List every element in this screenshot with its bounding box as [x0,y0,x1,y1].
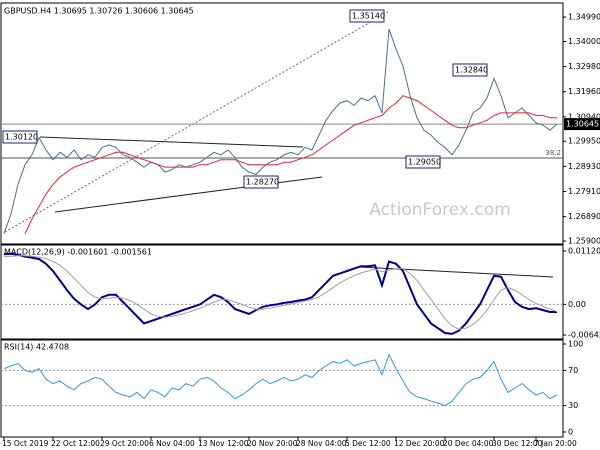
last-price-label: 1.30645 [566,120,599,129]
x-tick-label: 30 Dec 12:00 [492,439,543,448]
annotation: 1.30120 [5,133,38,142]
x-tick-label: 15 Oct 2019 [2,439,49,448]
x-tick-label: 22 Oct 12:00 [51,439,100,448]
x-tick-label: 20 Dec 04:00 [443,439,494,448]
annotation-box [349,9,385,23]
annotation-box [405,155,441,169]
series-line [24,95,557,234]
trend-dotted [4,11,389,233]
y-tick-label: 100 [568,339,583,348]
y-tick-label: 1.28930 [568,162,600,171]
panel-title: RSI(14) 42.4708 [4,343,69,352]
series-line [3,28,558,234]
y-tick-label: 0 [568,428,573,437]
x-tick-label: 12 Dec 20:00 [394,439,445,448]
annotation-box [452,63,488,77]
annotation: 1.29050 [408,158,441,167]
y-tick-label: 1.34000 [568,37,600,46]
panel-frame [0,243,564,341]
y-tick-label: 1.32980 [568,62,600,71]
triangle-upper [39,136,304,148]
y-tick-label: 1.29950 [568,137,600,146]
x-tick-label: 6 Nov 04:00 [149,439,195,448]
y-tick-label: 1.26890 [568,212,600,221]
x-tick-label: 13 Nov 12:00 [198,439,249,448]
x-tick-label: 28 Nov 04:00 [296,439,347,448]
series-line [3,353,558,407]
y-tick-label: 0.011209 [568,246,600,255]
y-tick-label: 0.00 [568,300,586,309]
y-tick-label: 30 [568,401,578,410]
fib-label: 38.2 [545,149,561,157]
y-tick-label: 1.31960 [568,87,600,96]
x-tick-label: 29 Oct 20:00 [100,439,149,448]
watermark: ActionForex.com [369,200,510,220]
annotation: 1.32840 [455,66,488,75]
panel-title: GBPUSD.H4 1.30695 1.30726 1.30606 1.3064… [4,7,194,16]
annotation-box [243,175,279,189]
y-tick-label: 1.34990 [568,13,600,22]
macd-trendline [359,266,554,278]
annotation-box [2,130,38,144]
series-line [3,252,557,335]
panel-frame [0,338,564,438]
y-tick-label: -0.00642 [568,330,600,339]
series-line [3,255,558,330]
x-tick-label: 5 Dec 12:00 [345,439,391,448]
y-tick-label: 1.30940 [568,112,600,121]
annotation: 1.28270 [246,178,279,187]
y-tick-label: 1.25900 [568,237,600,246]
y-tick-label: 70 [568,366,578,375]
y-tick-label: 1.27910 [568,187,600,196]
panel-title: MACD(12,26,9) -0.001601 -0.001561 [4,248,152,257]
last-price-box [564,118,600,131]
x-tick-label: 7 Jan 20:00 [534,439,577,448]
x-tick-label: 20 Nov 20:00 [247,439,298,448]
annotation: 1.35140 [352,12,385,21]
